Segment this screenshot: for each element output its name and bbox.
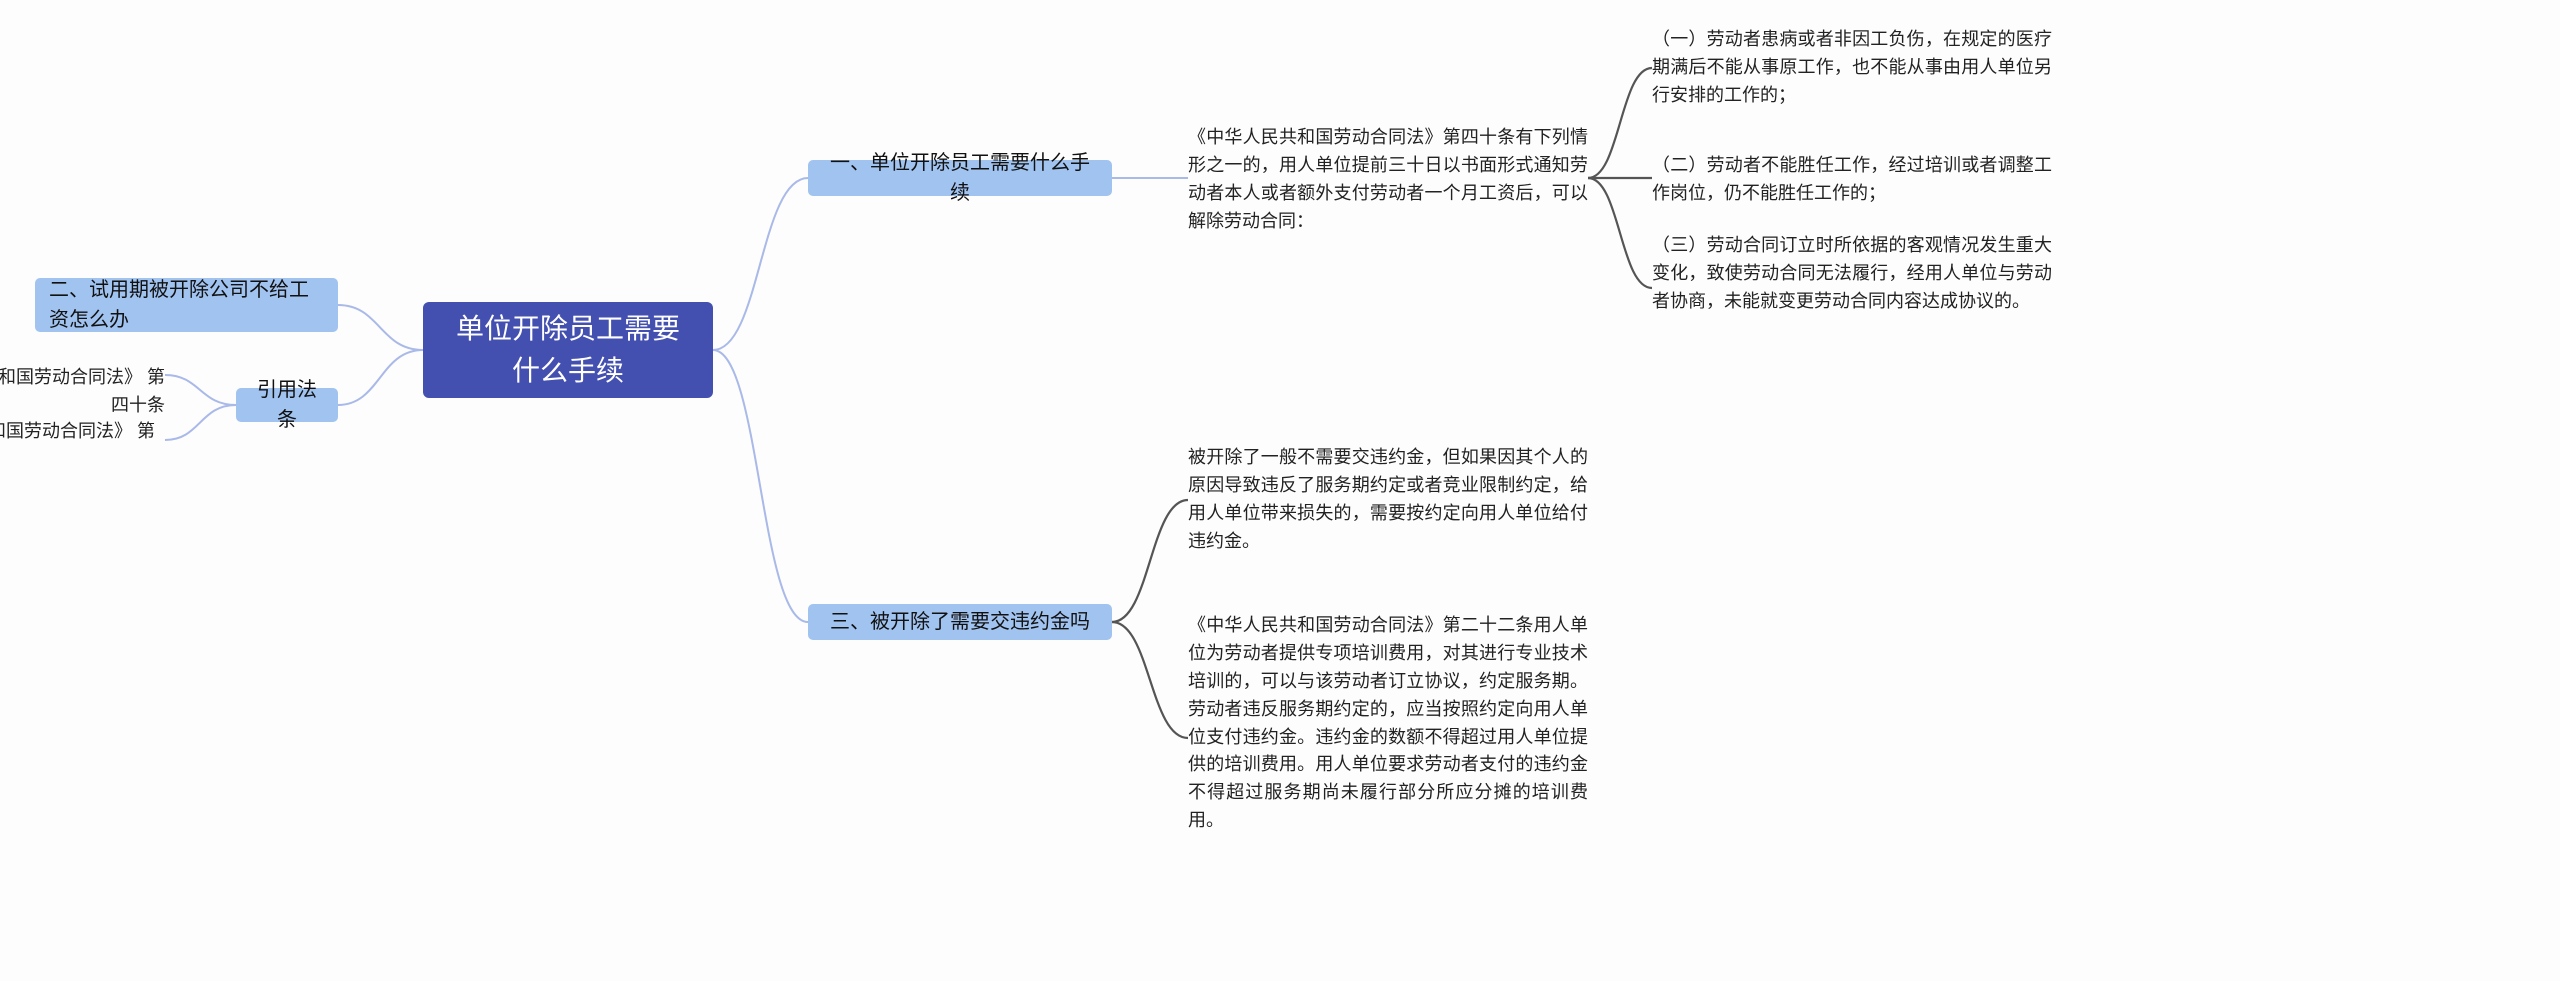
root-node[interactable]: 单位开除员工需要什么手续 xyxy=(423,302,713,398)
branch-3-para-2: 《中华人民共和国劳动合同法》第二十二条用人单位为劳动者提供专项培训费用，对其进行… xyxy=(1188,612,1588,835)
branch-3[interactable]: 三、被开除了需要交违约金吗 xyxy=(808,604,1112,640)
branch-1-clause-1: （一）劳动者患病或者非因工负伤，在规定的医疗期满后不能从事原工作，也不能从事由用… xyxy=(1652,26,2052,110)
branch-refs[interactable]: 引用法条 xyxy=(236,388,338,422)
ref-item-2: [2]《中华人民共和国劳动合同法》 第二十二条 xyxy=(0,418,165,474)
branch-1[interactable]: 一、单位开除员工需要什么手续 xyxy=(808,160,1112,196)
ref-item-1: [1]《中华人民共和国劳动合同法》 第四十条 xyxy=(0,364,165,420)
branch-2[interactable]: 二、试用期被开除公司不给工资怎么办 xyxy=(35,278,338,332)
branch-1-clause-3: （三）劳动合同订立时所依据的客观情况发生重大变化，致使劳动合同无法履行，经用人单… xyxy=(1652,232,2052,316)
branch-3-para-1: 被开除了一般不需要交违约金，但如果因其个人的原因导致违反了服务期约定或者竞业限制… xyxy=(1188,444,1588,556)
branch-1-clause-2: （二）劳动者不能胜任工作，经过培训或者调整工作岗位，仍不能胜任工作的； xyxy=(1652,152,2052,208)
mindmap-canvas: 单位开除员工需要什么手续 二、试用期被开除公司不给工资怎么办 引用法条 [1]《… xyxy=(0,0,2560,981)
branch-1-law: 《中华人民共和国劳动合同法》第四十条有下列情形之一的，用人单位提前三十日以书面形… xyxy=(1188,124,1588,236)
